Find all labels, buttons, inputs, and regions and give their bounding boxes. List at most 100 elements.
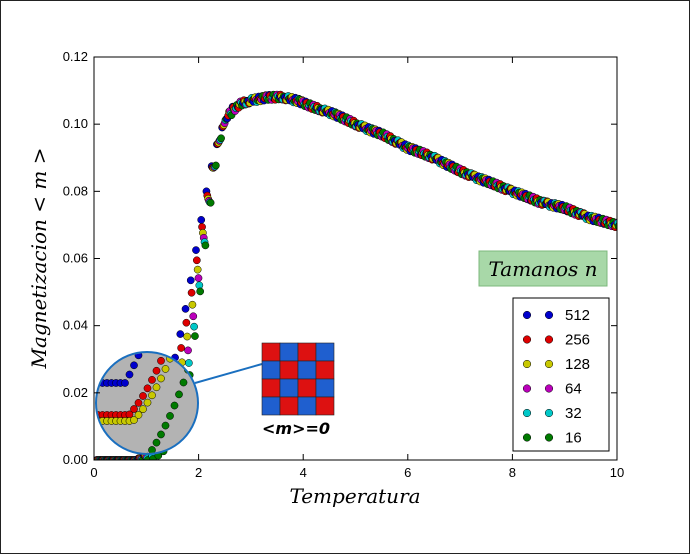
checker-cell: [297, 342, 317, 362]
checker-cell: [297, 396, 317, 416]
checker-cell: [279, 360, 299, 380]
checker-cell: [315, 360, 335, 380]
point-16: [206, 198, 215, 207]
axis-ticks: 0 2 4 6 8 10 0.00 0.02 0.04 0.06 0.08 0.10 0.12: [63, 49, 625, 480]
zoom-point-16: [148, 446, 156, 453]
zoom-point-16: [170, 401, 179, 410]
x-tick-label: 10: [610, 465, 624, 480]
point-512: [192, 246, 200, 254]
y-tick-label: 0.08: [63, 183, 88, 198]
point-16: [614, 222, 617, 230]
zoom-point-256: [157, 356, 165, 365]
point-256: [177, 344, 185, 352]
point-64: [194, 274, 203, 282]
point-256: [192, 256, 201, 265]
x-tick-label: 6: [404, 465, 411, 480]
point-16: [201, 241, 210, 250]
point-64: [189, 312, 198, 321]
x-tick-label: 8: [509, 465, 516, 480]
legend-box: [512, 297, 610, 452]
y-tick-label: 0.10: [63, 116, 88, 131]
zoom-point-256: [130, 405, 138, 413]
point-32: [185, 359, 193, 367]
zoom-connector: [194, 363, 263, 384]
point-512: [176, 330, 185, 338]
y-tick-label: 0.00: [63, 452, 88, 467]
zoom-point-16: [179, 378, 188, 387]
legend-marker: [544, 359, 554, 369]
zoom-point-128: [143, 398, 152, 407]
point-256: [182, 318, 191, 327]
zoom-point-256: [152, 366, 161, 375]
zoom-point-256: [139, 392, 147, 400]
checker-cell: [261, 378, 281, 398]
point-128: [188, 300, 197, 309]
checker-cell: [297, 360, 317, 380]
zoom-point-16: [161, 421, 170, 430]
checker-cell: [315, 396, 335, 416]
point-64: [184, 346, 192, 355]
x-tick-label: 4: [300, 465, 307, 480]
zoom-point-128: [139, 405, 147, 413]
zoom-point-16: [175, 390, 183, 399]
zoom-point-256: [143, 384, 152, 393]
zoom-point-512: [121, 379, 129, 387]
checker-cell: [261, 342, 281, 362]
annotation-text: Tamanos n: [488, 257, 597, 281]
scatter-points: [94, 90, 617, 460]
zoom-point-128: [157, 374, 165, 383]
zoom-point-16: [166, 412, 174, 420]
legend-marker: [522, 384, 532, 393]
legend-label: 256: [565, 332, 590, 349]
checker-cell: [279, 342, 299, 362]
zoom-point-128: [130, 416, 138, 424]
point-16: [191, 332, 199, 340]
point-512: [186, 276, 195, 285]
inset-label: <m>=0: [262, 419, 330, 438]
checker-cell: [279, 396, 299, 416]
point-512: [197, 216, 206, 224]
legend-marker: [522, 359, 532, 369]
checker-cell: [279, 378, 299, 398]
point-256: [187, 288, 196, 297]
annotation-box: [478, 250, 608, 287]
checker-cell: [315, 378, 335, 398]
checker-cell: [315, 342, 335, 362]
legend-marker: [522, 408, 532, 418]
checker-cell: [261, 396, 281, 416]
zoom-point-256: [134, 399, 143, 407]
y-axis-label: Magnetizacion < m >: [27, 148, 51, 370]
checker-cell: [297, 378, 317, 398]
zoom-point-128: [134, 411, 143, 419]
legend-marker: [544, 335, 554, 344]
checkerboard-inset: [261, 342, 335, 416]
zoom-point-512: [130, 361, 138, 370]
legend-label: 64: [565, 381, 582, 398]
zoom-point-16: [157, 430, 165, 439]
zoom-point-16: [152, 438, 161, 447]
legend-marker: [544, 310, 554, 320]
zoom-point-128: [148, 391, 156, 400]
point-16: [196, 287, 205, 296]
legend-label: 32: [565, 405, 582, 422]
zoom-point-512: [125, 370, 134, 379]
point-128: [183, 332, 192, 341]
y-tick-label: 0.02: [63, 385, 88, 400]
legend-marker: [522, 335, 532, 344]
legend: 512 256 128 64 32 16: [522, 307, 590, 447]
legend-marker: [544, 433, 554, 442]
zoom-point-256: [148, 376, 156, 384]
legend-marker: [544, 408, 554, 418]
x-tick-label: 0: [90, 465, 97, 480]
x-tick-label: 2: [195, 465, 202, 480]
legend-marker: [544, 384, 554, 393]
point-32: [190, 322, 198, 331]
point-16: [217, 134, 225, 143]
y-tick-label: 0.06: [63, 251, 88, 266]
zoom-point-128: [161, 365, 170, 373]
point-16: [212, 161, 220, 170]
checker-cell: [261, 360, 281, 380]
zoom-point-128: [152, 383, 161, 392]
legend-marker: [522, 433, 532, 442]
legend-marker: [522, 310, 532, 320]
